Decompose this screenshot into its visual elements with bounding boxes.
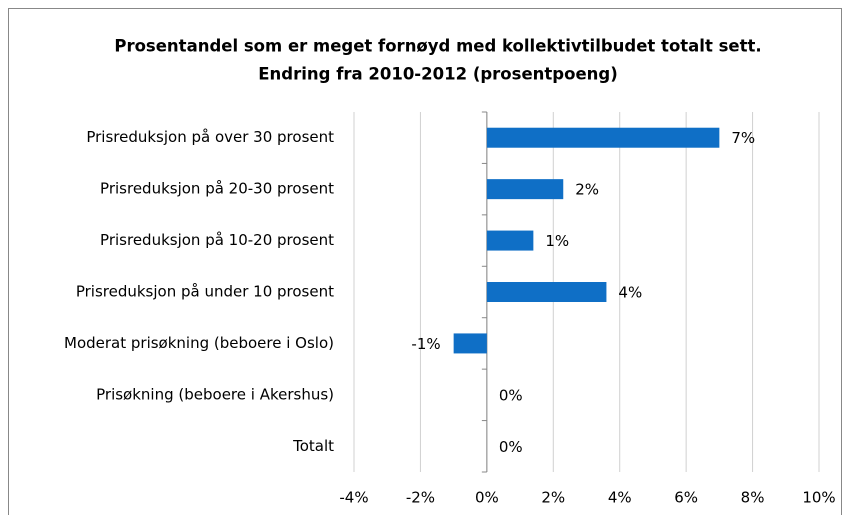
x-tick-label: -2% [406, 489, 435, 507]
value-label: 0% [499, 438, 523, 456]
y-tick-label: Prisreduksjon på under 10 prosent [76, 283, 334, 301]
chart-subtitle: Endring fra 2010-2012 (prosentpoeng) [258, 65, 617, 84]
value-label: -1% [411, 335, 440, 353]
x-tick-label: 6% [674, 489, 698, 507]
bar [486, 127, 720, 148]
chart-border [8, 8, 842, 515]
bar [486, 230, 534, 251]
x-tick-label: 4% [608, 489, 632, 507]
chart-title: Prosentandel som er meget fornøyd med ko… [114, 37, 761, 56]
y-tick-label: Totalt [292, 437, 334, 455]
y-tick-label: Prisreduksjon på 20-30 prosent [100, 180, 334, 198]
x-tick-label: 8% [741, 489, 765, 507]
y-tick-label: Moderat prisøkning (beboere i Oslo) [64, 334, 334, 352]
bar [453, 333, 487, 354]
x-tick-label: 0% [475, 489, 499, 507]
y-tick-label: Prisreduksjon på over 30 prosent [86, 128, 334, 146]
x-tick-label: 2% [541, 489, 565, 507]
bar [486, 179, 564, 200]
bar [486, 282, 607, 302]
value-label: 7% [731, 129, 755, 147]
value-label: 2% [575, 181, 599, 199]
x-tick-label: 10% [802, 489, 835, 507]
value-label: 1% [545, 232, 569, 250]
x-tick-label: -4% [339, 489, 368, 507]
value-label: 0% [499, 386, 523, 404]
value-label: 4% [618, 284, 642, 302]
y-tick-label: Prisøkning (beboere i Akershus) [96, 385, 334, 403]
y-tick-label: Prisreduksjon på 10-20 prosent [100, 231, 334, 249]
